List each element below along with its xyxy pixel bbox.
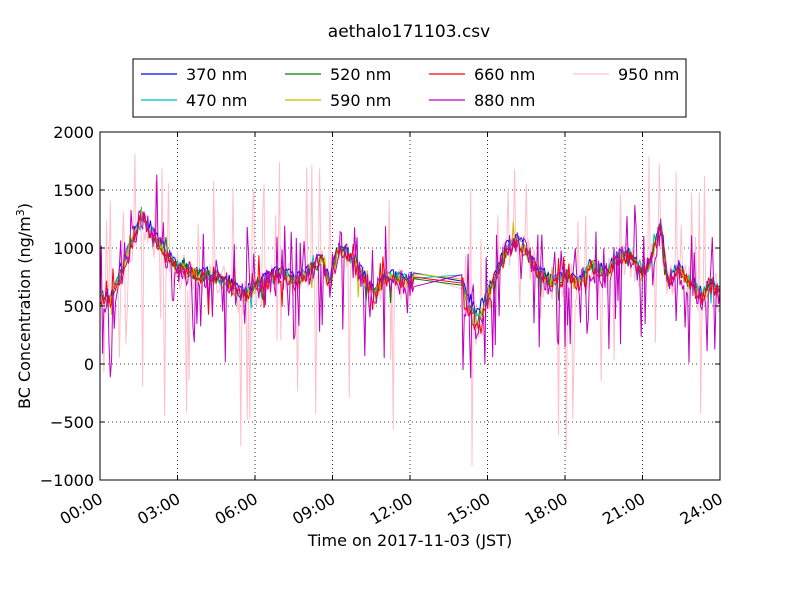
grid-lines (100, 132, 720, 480)
y-tick-label: −1000 (40, 471, 94, 490)
legend-box (132, 58, 687, 118)
x-axis-label: Time on 2017-11-03 (JST) (307, 531, 512, 550)
axis-ticks (99, 131, 721, 481)
legend-label: 520 nm (330, 65, 391, 84)
series-layer (100, 153, 720, 467)
legend: 370 nm 470 nm 520 nm 590 nm 660 nm 880 nm 950 … (132, 58, 687, 118)
legend-label: 590 nm (330, 91, 391, 110)
y-tick-label: 500 (63, 297, 94, 316)
y-tick-label: 1000 (53, 239, 94, 258)
legend-label: 950 nm (618, 65, 679, 84)
series-line-590-nm (100, 209, 720, 329)
series-line-880-nm (100, 174, 720, 379)
y-tick-labels: −1000 −500 0 500 1000 1500 2000 (40, 123, 94, 490)
y-axis-label-superscript: 3 (14, 209, 27, 216)
y-tick-label: −500 (50, 413, 94, 432)
legend-label: 470 nm (186, 91, 247, 110)
y-axis-label-close: ) (15, 203, 34, 209)
y-tick-label: 2000 (53, 123, 94, 142)
y-tick-label: 0 (84, 355, 94, 374)
y-axis-label-main: BC Concentration (ng/m (15, 216, 34, 409)
y-tick-label: 1500 (53, 181, 94, 200)
chart-title: aethalo171103.csv (328, 22, 490, 42)
legend-label: 660 nm (474, 65, 535, 84)
legend-label: 880 nm (474, 91, 535, 110)
legend-label: 370 nm (186, 65, 247, 84)
y-axis-label: BC Concentration (ng/m3) (14, 203, 34, 409)
